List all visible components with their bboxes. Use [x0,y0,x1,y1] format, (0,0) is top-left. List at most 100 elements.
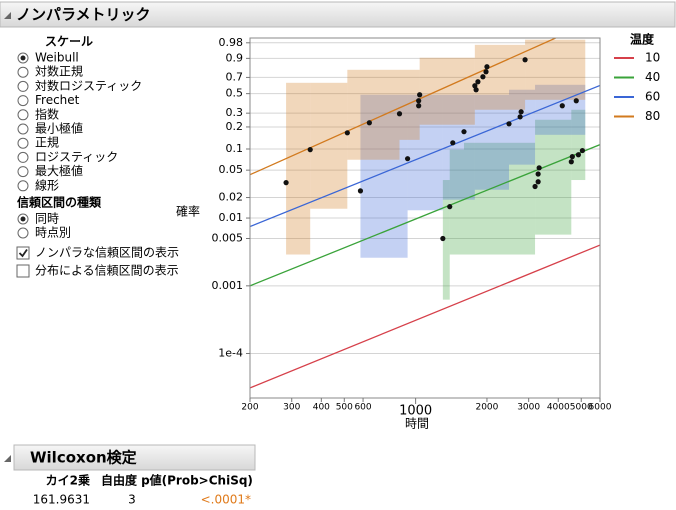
data-point [568,159,574,165]
x-tick-label: 400 [313,403,330,413]
radio-button[interactable] [17,80,29,92]
data-point [283,180,289,186]
radio-button[interactable] [17,109,29,121]
data-point [357,188,364,194]
wilcoxon-bar [13,444,256,471]
y-tick-label: 0.005 [212,231,244,244]
x-tick-label: 5000 [570,403,593,413]
fit-line [250,84,600,228]
y-tick-label: 0.98 [219,36,244,49]
confidence-band [347,69,400,160]
radio-button[interactable] [17,123,29,135]
confidence-band [463,142,510,255]
data-point [450,140,456,146]
data-point [416,103,422,109]
y-tick-label: 0.001 [212,279,244,292]
disclosure-toggle[interactable] [4,12,11,19]
fit-line [250,38,556,176]
radio-label: 時点別 [35,226,71,240]
y-tick-label: 0.05 [219,163,244,176]
y-tick-label: 0.3 [226,106,244,119]
radio-label: 対数ロジスティック [35,78,142,93]
x-tick-label: 600 [354,403,371,413]
x-tick-label: 6000 [589,403,612,413]
checkbox-label: ノンパラな信頼区間の表示 [35,246,179,260]
radio-button[interactable] [17,66,29,78]
confidence-band [525,39,586,100]
x-axis-title: 時間 [405,417,429,431]
x-tick-label: 300 [283,403,300,413]
data-point [461,129,467,135]
fit-line [250,244,600,389]
radio-label: 最小極値 [35,121,83,136]
table-cell: 3 [128,493,136,507]
data-point [475,79,481,85]
data-point [307,147,313,153]
y-tick-label: 0.01 [219,211,244,224]
y-tick-label: 0.2 [226,120,244,133]
confidence-band [509,142,536,255]
x-tick-label: 200 [241,403,258,413]
data-point [569,154,575,160]
x-tick-label: 500 [336,403,353,413]
checkbox[interactable] [16,246,30,260]
radio-button[interactable] [17,166,29,178]
y-tick-label: 1e-4 [218,347,243,360]
data-point [506,121,512,127]
data-point [417,92,423,98]
radio-label: 最大極値 [35,163,83,178]
radio-label: 同時 [35,212,59,226]
radio-label: 正規 [35,135,59,150]
legend-title: 温度 [630,32,655,47]
radio-button[interactable] [17,137,29,149]
confidence-band [571,109,586,181]
checkbox[interactable] [16,264,30,278]
confidence-band [442,180,450,300]
legend-label: 80 [645,109,660,123]
data-point [532,183,538,190]
confidence-band [535,84,586,135]
radio-label: ロジスティック [35,150,118,164]
data-point [535,179,541,185]
radio-label: Frechet [35,93,80,107]
disclosure-toggle[interactable] [4,455,11,462]
radio-button[interactable] [17,95,29,107]
data-point [573,98,579,104]
data-point [447,204,453,210]
table-header: p値(Prob>ChiSq) [141,473,253,488]
data-point [579,147,586,154]
header-bar [0,1,676,28]
interval-title: 信頼区間の種類 [17,195,102,210]
confidence-band [535,119,572,235]
data-point [473,87,479,93]
table-header: 自由度 [101,473,138,488]
x-tick-label: 1000 [399,404,432,419]
data-point [404,156,411,162]
data-point [484,64,490,70]
radio-dot [20,55,26,61]
data-point [483,69,489,75]
data-point [440,235,446,242]
y-tick-label: 0.7 [226,70,244,83]
y-tick-label: 0.02 [219,191,244,204]
radio-label: 線形 [35,177,59,192]
confidence-band [399,69,420,140]
table-cell: <.0001* [201,493,251,507]
header-title: ノンパラメトリック [16,6,151,24]
radio-button[interactable] [17,151,29,163]
data-point [575,152,582,158]
radio-button[interactable] [17,180,29,192]
y-axis-title: 確率 [176,204,200,219]
data-point [416,98,422,104]
radio-dot [20,216,26,222]
confidence-band [286,82,311,255]
data-point [396,111,403,117]
confidence-band [310,82,348,209]
data-point [366,120,372,126]
radio-button[interactable] [17,227,29,239]
table-header: カイ2乗 [46,474,90,488]
data-point [522,57,528,63]
data-point [535,171,541,177]
radio-label: 対数正規 [35,64,83,79]
